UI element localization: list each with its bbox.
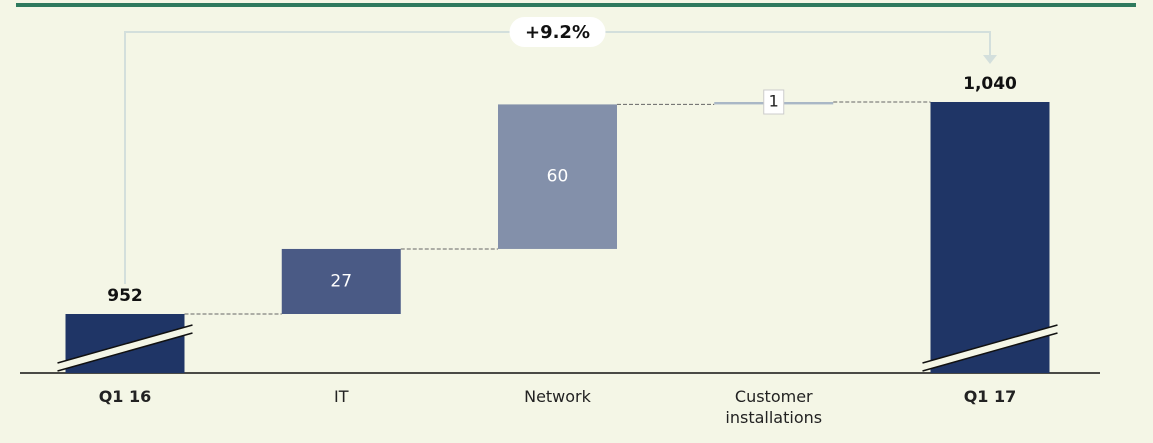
bar	[498, 104, 617, 249]
axis-break-line	[57, 324, 193, 364]
arrow-head	[983, 55, 997, 64]
value-label-box	[763, 89, 785, 115]
value-label: 952	[107, 286, 143, 306]
axis-break-line	[57, 332, 193, 372]
axis-break-line	[922, 324, 1058, 364]
value-label: 1	[769, 92, 779, 111]
top-rule	[16, 3, 1136, 7]
category-label: Q1 17	[963, 387, 1017, 406]
bar	[930, 102, 1050, 373]
value-label: 1,040	[963, 74, 1017, 94]
value-label: 60	[547, 167, 569, 187]
axis-break-line	[922, 332, 1058, 372]
category-label: Q1 16	[98, 387, 152, 406]
value-label: 27	[330, 271, 352, 291]
axis-break	[922, 325, 1058, 371]
category-label: IT	[334, 387, 349, 406]
axis-break	[57, 325, 193, 371]
category-label: Customer installations	[725, 387, 823, 427]
change-label: +9.2%	[525, 22, 590, 43]
bar	[281, 248, 401, 314]
category-label: Network	[524, 387, 591, 406]
change-pill	[509, 17, 606, 47]
